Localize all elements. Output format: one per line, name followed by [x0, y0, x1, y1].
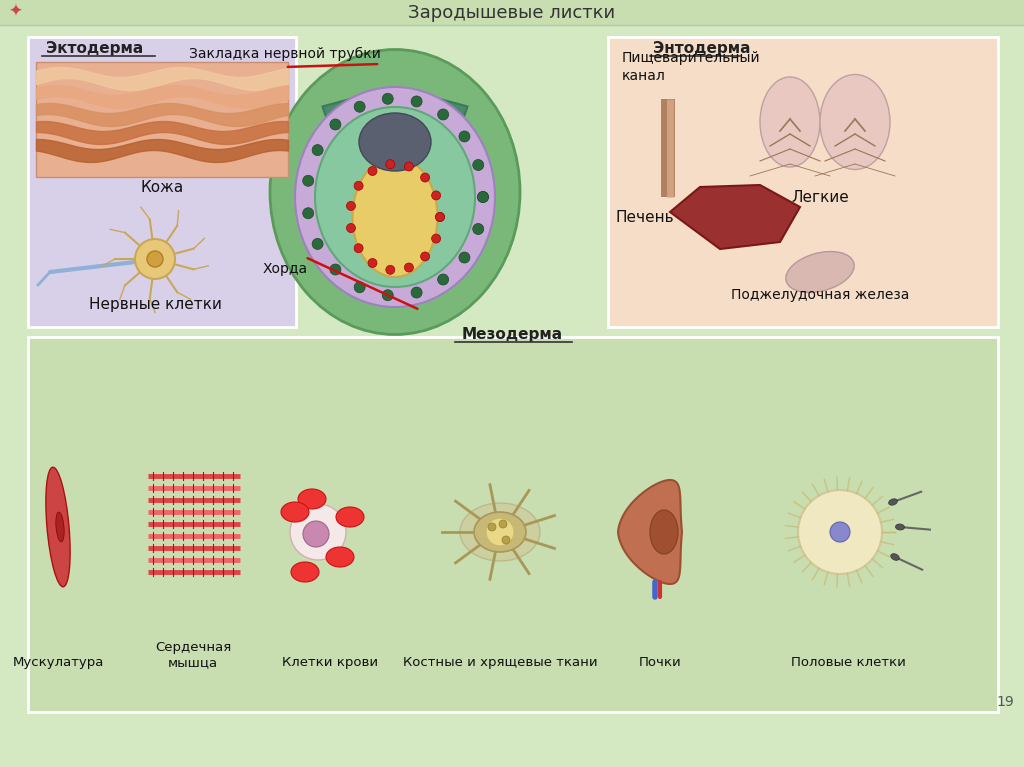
Text: 19: 19 — [996, 695, 1014, 709]
Ellipse shape — [760, 77, 820, 167]
Text: Клетки крови: Клетки крови — [282, 656, 378, 669]
Circle shape — [477, 192, 488, 202]
Ellipse shape — [298, 489, 326, 509]
Circle shape — [435, 212, 444, 222]
Polygon shape — [618, 480, 682, 584]
Circle shape — [312, 239, 324, 249]
Polygon shape — [670, 185, 800, 249]
Ellipse shape — [359, 113, 431, 171]
Circle shape — [386, 160, 395, 169]
Circle shape — [386, 265, 395, 275]
Circle shape — [502, 536, 510, 544]
Text: Печень: Печень — [615, 209, 675, 225]
FancyBboxPatch shape — [0, 0, 1024, 25]
Circle shape — [368, 258, 377, 268]
Ellipse shape — [785, 252, 854, 292]
Text: Поджелудочная железа: Поджелудочная железа — [731, 288, 909, 302]
Circle shape — [435, 212, 444, 222]
Circle shape — [354, 181, 364, 190]
Ellipse shape — [326, 547, 354, 567]
Text: Зародышевые листки: Зародышевые листки — [409, 4, 615, 22]
Circle shape — [312, 145, 324, 156]
Circle shape — [421, 173, 430, 182]
Circle shape — [135, 239, 175, 279]
Circle shape — [411, 96, 422, 107]
Circle shape — [437, 109, 449, 120]
Circle shape — [404, 263, 414, 272]
Circle shape — [303, 176, 313, 186]
Text: Эктодерма: Эктодерма — [46, 41, 143, 57]
Ellipse shape — [891, 554, 899, 561]
Ellipse shape — [352, 157, 437, 277]
Text: Сердечная
мышца: Сердечная мышца — [155, 641, 231, 669]
Circle shape — [488, 523, 496, 531]
Ellipse shape — [46, 467, 70, 587]
Circle shape — [431, 191, 440, 200]
FancyBboxPatch shape — [36, 62, 288, 177]
Ellipse shape — [889, 499, 897, 505]
Circle shape — [411, 287, 422, 298]
Circle shape — [382, 290, 393, 301]
Circle shape — [354, 101, 366, 112]
Circle shape — [330, 264, 341, 275]
Ellipse shape — [55, 512, 65, 542]
Circle shape — [473, 160, 483, 170]
Ellipse shape — [460, 503, 540, 561]
Circle shape — [421, 252, 430, 261]
Circle shape — [368, 166, 377, 176]
Circle shape — [346, 223, 355, 232]
Circle shape — [147, 251, 163, 267]
Text: Энтодерма: Энтодерма — [653, 41, 751, 57]
Circle shape — [382, 94, 393, 104]
Text: Хорда: Хорда — [262, 262, 307, 276]
Text: Закладка нервной трубки: Закладка нервной трубки — [189, 47, 381, 61]
Circle shape — [477, 192, 488, 202]
Ellipse shape — [820, 74, 890, 170]
Ellipse shape — [474, 512, 526, 552]
Circle shape — [459, 131, 470, 142]
Text: Нервные клетки: Нервные клетки — [88, 298, 221, 312]
Polygon shape — [650, 510, 678, 554]
Circle shape — [499, 520, 507, 528]
Ellipse shape — [281, 502, 309, 522]
Circle shape — [354, 281, 366, 293]
Wedge shape — [323, 87, 467, 162]
Text: ✦: ✦ — [8, 3, 22, 21]
Circle shape — [346, 202, 355, 210]
Circle shape — [459, 252, 470, 263]
Ellipse shape — [291, 562, 319, 582]
Text: Костные и хрящевые ткани: Костные и хрящевые ткани — [402, 656, 597, 669]
Circle shape — [303, 208, 313, 219]
Ellipse shape — [270, 50, 520, 334]
Circle shape — [437, 274, 449, 285]
Text: Легкие: Легкие — [792, 189, 849, 205]
Text: Почки: Почки — [639, 656, 681, 669]
Text: Мускулатура: Мускулатура — [12, 656, 103, 669]
Circle shape — [431, 234, 440, 243]
Ellipse shape — [315, 107, 475, 287]
Text: Мезодерма: Мезодерма — [462, 328, 562, 343]
Ellipse shape — [896, 524, 904, 530]
Text: Кожа: Кожа — [140, 179, 183, 195]
Ellipse shape — [295, 87, 495, 307]
Circle shape — [404, 162, 414, 171]
Text: Половые клетки: Половые клетки — [791, 656, 905, 669]
Circle shape — [330, 119, 341, 130]
Circle shape — [473, 223, 483, 235]
Circle shape — [354, 244, 364, 252]
Circle shape — [303, 521, 329, 547]
Circle shape — [290, 504, 346, 560]
FancyBboxPatch shape — [28, 37, 296, 327]
Circle shape — [830, 522, 850, 542]
FancyBboxPatch shape — [608, 37, 998, 327]
Ellipse shape — [336, 507, 364, 527]
FancyBboxPatch shape — [28, 337, 998, 712]
Circle shape — [798, 490, 882, 574]
Circle shape — [486, 518, 514, 546]
Text: Пищеварительный
канал: Пищеварительный канал — [622, 51, 761, 83]
